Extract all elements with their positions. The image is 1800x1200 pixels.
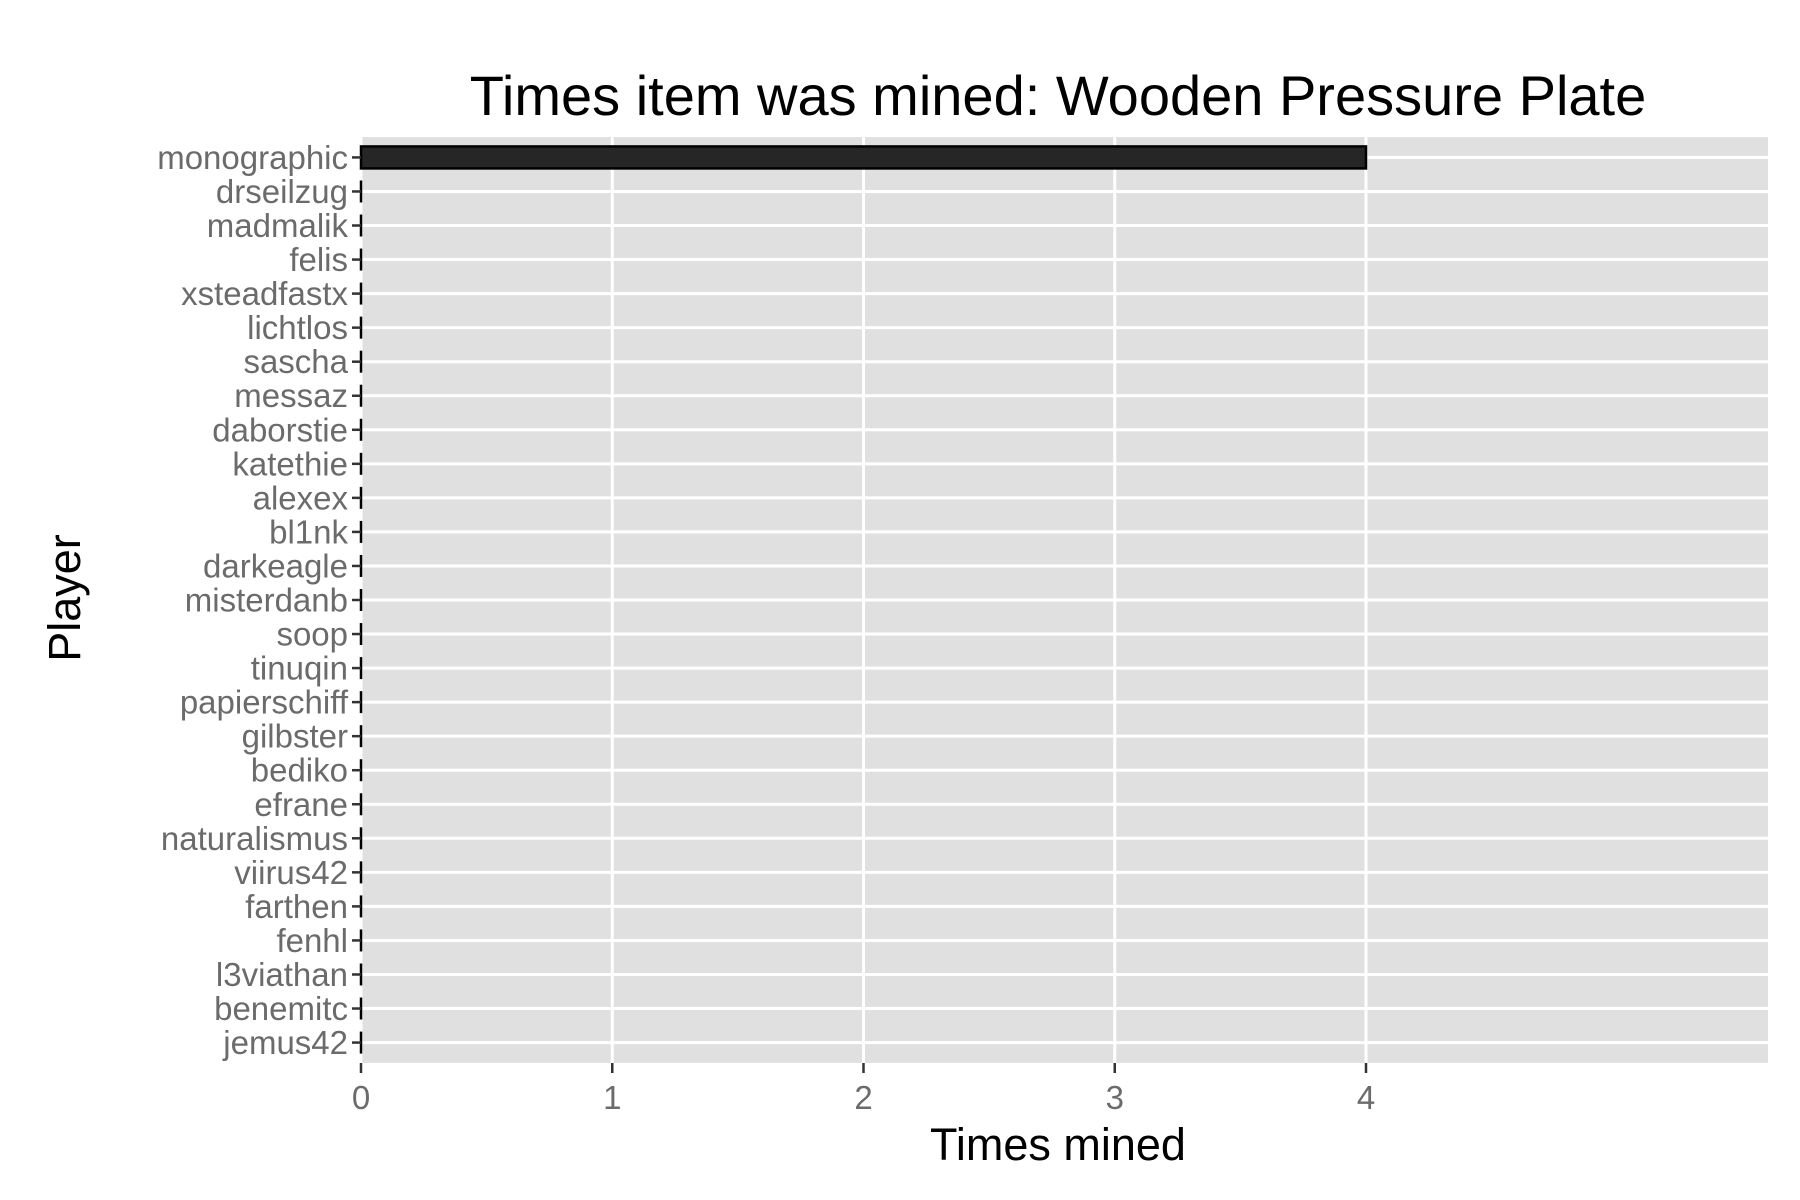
y-tick-label: bediko	[251, 752, 348, 789]
y-tick-label: xsteadfastx	[181, 275, 348, 312]
y-tick-label: darkeagle	[203, 547, 348, 584]
y-tick-label: bl1nk	[269, 513, 348, 550]
y-tick-label: drseilzug	[216, 173, 348, 210]
y-tick-label: daborstie	[212, 411, 348, 448]
y-tick-label: sascha	[243, 343, 348, 380]
y-tick-label: lichtlos	[247, 309, 348, 346]
x-axis: 0 1 2 3 4	[352, 1063, 1375, 1116]
y-tick-label: efrane	[254, 786, 348, 823]
y-tick-label: gilbster	[242, 718, 348, 755]
y-tick-label: messaz	[234, 377, 348, 414]
y-tick-label: papierschiff	[180, 684, 349, 721]
y-tick-label: soop	[276, 616, 348, 653]
y-tick-label: katethie	[232, 445, 348, 482]
chart-title: Times item was mined: Wooden Pressure Pl…	[470, 64, 1646, 127]
x-tick-label: 0	[352, 1079, 370, 1116]
y-tick-label: benemitc	[214, 990, 348, 1027]
y-tick-label: naturalismus	[161, 820, 348, 857]
x-tick-label: 3	[1106, 1079, 1124, 1116]
y-tick-label: farthen	[245, 888, 348, 925]
bar-monographic	[359, 145, 1368, 170]
y-tick-label: viirus42	[234, 854, 348, 891]
y-tick-label: madmalik	[207, 207, 349, 244]
x-axis-title: Times mined	[930, 1119, 1186, 1170]
y-tick-label: fenhl	[276, 922, 348, 959]
y-tick-label: l3viathan	[216, 956, 348, 993]
y-axis-title: Player	[39, 534, 90, 662]
y-tick-label: felis	[289, 241, 348, 278]
y-tick-label: jemus42	[222, 1024, 348, 1061]
x-tick-label: 4	[1357, 1079, 1375, 1116]
y-axis: monographicdrseilzugmadmalikfelisxsteadf…	[157, 139, 361, 1061]
y-tick-label: tinuqin	[251, 650, 348, 687]
y-tick-label: alexex	[253, 479, 349, 516]
x-tick-label: 2	[854, 1079, 872, 1116]
y-tick-label: monographic	[157, 139, 348, 176]
x-tick-label: 1	[603, 1079, 621, 1116]
y-tick-label: misterdanb	[185, 582, 348, 619]
